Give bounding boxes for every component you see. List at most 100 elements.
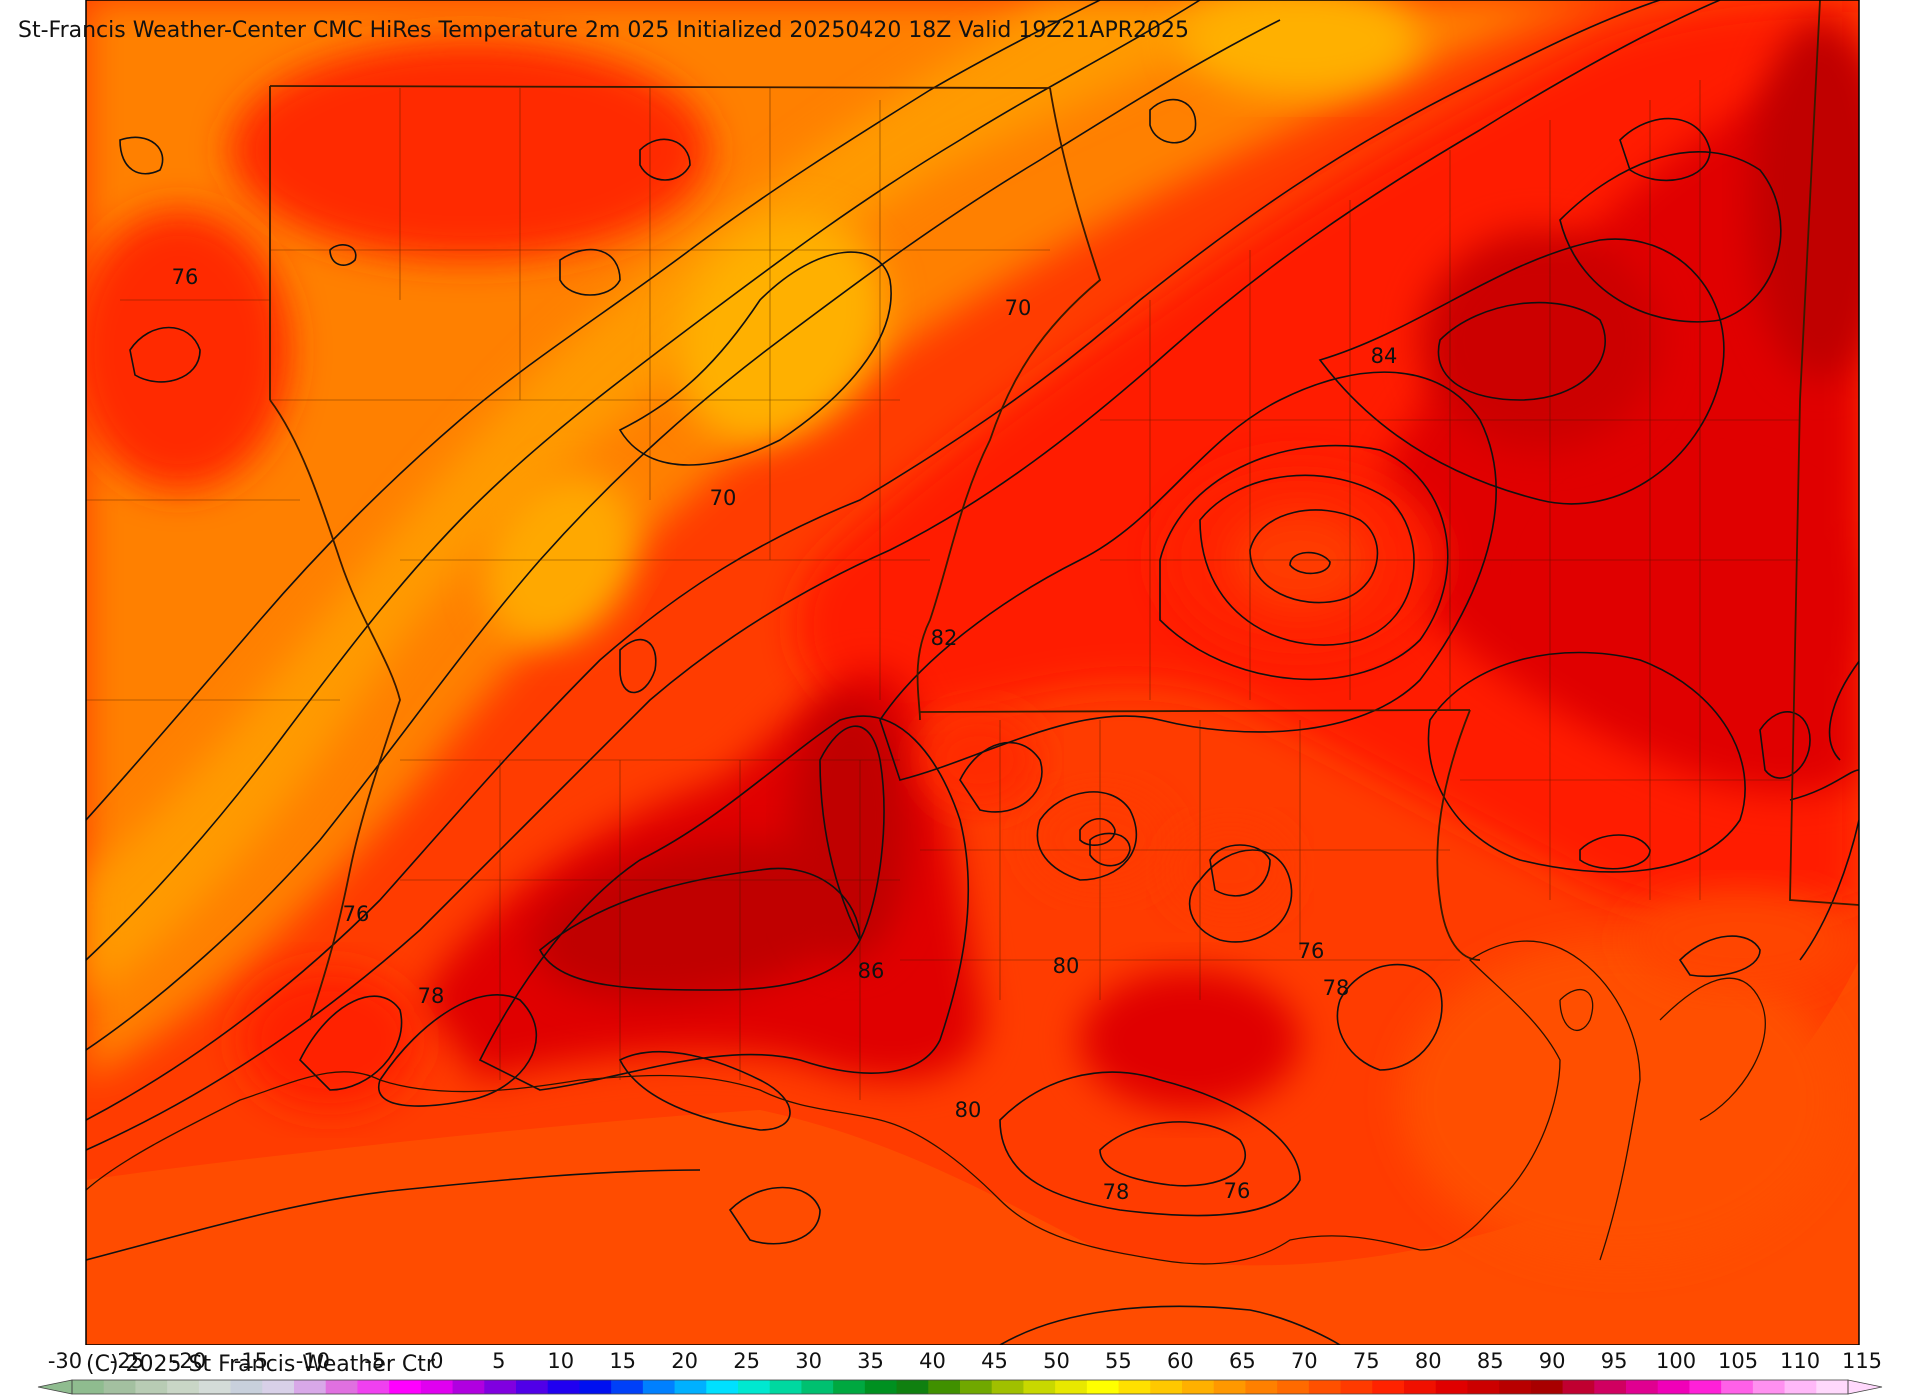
colorbar-swatch	[833, 1380, 866, 1394]
colorbar-swatch	[960, 1380, 993, 1394]
colorbar-tick-label: 65	[1229, 1349, 1256, 1373]
colorbar-swatch	[1308, 1380, 1342, 1394]
colorbar-swatch	[262, 1380, 295, 1394]
colorbar-outline	[71, 1379, 1849, 1395]
colorbar-tick-label: -30	[48, 1349, 82, 1373]
county-lines	[86, 80, 1800, 1100]
contour-label: 76	[343, 902, 370, 926]
colorbar-tick-label: 30	[795, 1349, 822, 1373]
colorbar-swatch	[516, 1380, 549, 1394]
contour-label: 76	[172, 265, 199, 289]
colorbar-swatch	[738, 1380, 771, 1394]
colorbar-swatch	[864, 1380, 898, 1394]
colorbar-swatch	[1118, 1380, 1151, 1394]
contour-label: 70	[1005, 296, 1032, 320]
contour-label: 76	[1224, 1179, 1251, 1203]
colorbar-swatch	[167, 1380, 200, 1394]
copyright-text: (C) 2025 St Francis Weather Ctr	[86, 1352, 435, 1377]
colorbar-tick-label: 35	[857, 1349, 884, 1373]
colorbar-swatch	[198, 1380, 232, 1394]
coastline	[85, 940, 1766, 1265]
colorbar-tick-label: 115	[1842, 1349, 1882, 1373]
colorbar-swatch	[706, 1380, 739, 1394]
colorbar-swatch	[72, 1380, 105, 1394]
colorbar-swatch	[389, 1380, 422, 1394]
colorbar-tick-label: 85	[1477, 1349, 1504, 1373]
colorbar-tick-label: 90	[1539, 1349, 1566, 1373]
colorbar-swatch	[1086, 1380, 1120, 1394]
contour-label: 86	[858, 959, 885, 983]
colorbar: -30 -25 -20 -15 -10 -5 0 5 10 15 20 25 30 35 40 45 50 55 6…	[37, 1349, 1883, 1395]
colorbar-tick-label: 45	[981, 1349, 1008, 1373]
colorbar-swatch	[1499, 1380, 1532, 1394]
temperature-map: 76 70 84 70 82 76 78 86 80 76 78 80 78 76	[85, 0, 1860, 1345]
colorbar-tick-label: 25	[733, 1349, 760, 1373]
colorbar-min-arrow	[37, 1379, 73, 1395]
colorbar-swatch	[1562, 1380, 1595, 1394]
colorbar-swatch	[325, 1380, 358, 1394]
colorbar-swatch	[1626, 1380, 1659, 1394]
colorbar-swatch	[1594, 1380, 1627, 1394]
colorbar-swatch	[1816, 1380, 1849, 1394]
colorbar-tick-label: -15	[234, 1349, 268, 1373]
colorbar-max-arrow	[1847, 1379, 1883, 1395]
contour-labels: 76 70 84 70 82 76 78 86 80 76 78 80 78 76	[172, 265, 1398, 1204]
contour-label: 78	[1103, 1180, 1130, 1204]
colorbar-swatch	[801, 1380, 834, 1394]
contour-label: 84	[1371, 344, 1398, 368]
colorbar-swatch	[1213, 1380, 1246, 1394]
colorbar-swatch	[135, 1380, 168, 1394]
colorbar-swatch	[1530, 1380, 1564, 1394]
colorbar-swatch	[1404, 1380, 1437, 1394]
colorbar-tick-label: 100	[1656, 1349, 1696, 1373]
colorbar-swatch	[547, 1380, 580, 1394]
colorbar-swatch	[991, 1380, 1024, 1394]
colorbar-tick-label: 110	[1780, 1349, 1820, 1373]
colorbar-swatch	[1055, 1380, 1088, 1394]
colorbar-swatch	[642, 1380, 676, 1394]
colorbar-swatch	[484, 1380, 517, 1394]
colorbar-tick-label: 10	[547, 1349, 574, 1373]
colorbar-swatch	[1372, 1380, 1405, 1394]
colorbar-swatch	[1784, 1380, 1817, 1394]
colorbar-swatch	[103, 1380, 136, 1394]
colorbar-swatch	[1340, 1380, 1373, 1394]
colorbar-swatch	[1721, 1380, 1754, 1394]
colorbar-tick-label: 0	[430, 1349, 443, 1373]
contour-label: 82	[931, 626, 958, 650]
colorbar-swatch	[579, 1380, 612, 1394]
colorbar-tick-label: 60	[1167, 1349, 1194, 1373]
colorbar-swatch	[1277, 1380, 1310, 1394]
colorbar-swatch	[294, 1380, 327, 1394]
colorbar-swatch	[452, 1380, 485, 1394]
colorbar-swatch	[896, 1380, 929, 1394]
colorbar-swatch	[357, 1380, 390, 1394]
colorbar-swatch	[1689, 1380, 1722, 1394]
colorbar-tick-label: 80	[1415, 1349, 1442, 1373]
colorbar-swatch	[1182, 1380, 1215, 1394]
colorbar-tick-label: 105	[1718, 1349, 1758, 1373]
colorbar-tick-label: 5	[492, 1349, 505, 1373]
contour-label: 78	[1323, 976, 1350, 1000]
colorbar-swatch	[1245, 1380, 1278, 1394]
contour-label: 76	[1298, 939, 1325, 963]
colorbar-tick-label: 55	[1105, 1349, 1132, 1373]
colorbar-tick-label: 95	[1601, 1349, 1628, 1373]
colorbar-swatch	[611, 1380, 644, 1394]
colorbar-swatch	[1657, 1380, 1690, 1394]
colorbar-tick-label: -5	[364, 1349, 385, 1373]
colorbar-swatch	[1467, 1380, 1500, 1394]
colorbar-swatches	[37, 1379, 1883, 1395]
colorbar-tick-label: 15	[609, 1349, 636, 1373]
colorbar-swatch	[420, 1380, 454, 1394]
contour-label: 80	[955, 1098, 982, 1122]
colorbar-tick-label: 70	[1291, 1349, 1318, 1373]
map-title: St-Francis Weather-Center CMC HiRes Temp…	[18, 18, 1190, 43]
colorbar-swatch	[1023, 1380, 1056, 1394]
colorbar-swatch	[674, 1380, 707, 1394]
colorbar-tick-label: 50	[1043, 1349, 1070, 1373]
colorbar-tick-label: -25	[110, 1349, 144, 1373]
contour-label: 80	[1053, 954, 1080, 978]
colorbar-swatch	[769, 1380, 802, 1394]
colorbar-ticks: -30 -25 -20 -15 -10 -5 0 5 10 15 20 25 30 35 40 45 50 55 6…	[48, 1349, 1882, 1373]
